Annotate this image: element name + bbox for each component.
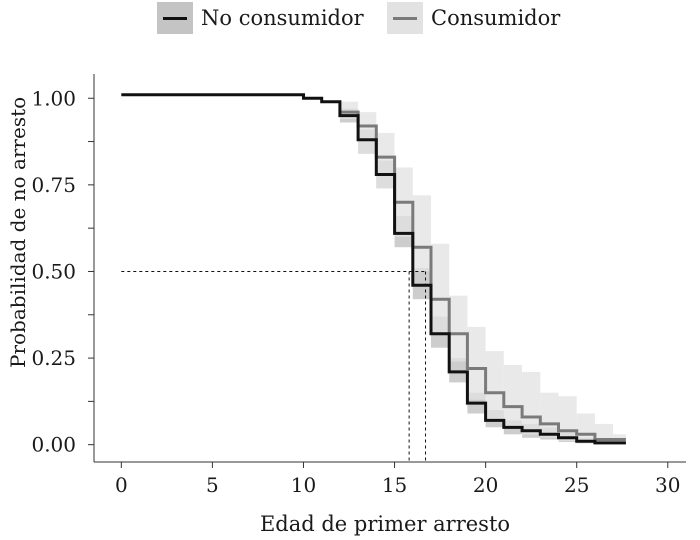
legend-label: Consumidor: [431, 6, 561, 30]
x-tick-label: 20: [473, 473, 498, 497]
x-tick-label: 5: [206, 473, 219, 497]
y-tick-label: 0.25: [31, 346, 76, 370]
ci-segment: [467, 326, 486, 400]
ci-segment: [540, 392, 559, 438]
legend-key-consumidor: [387, 2, 423, 34]
survival-curves: [121, 93, 626, 445]
ci-segment: [376, 132, 395, 189]
ci-segment: [522, 371, 541, 435]
ci-segment: [431, 243, 450, 334]
ci-segment: [485, 351, 504, 421]
axes: 0.00 0.25 0.50 0.75 1.00 0 5 10 15 20 25 30: [31, 74, 686, 497]
ci-segment: [576, 413, 595, 443]
x-axis-label: Edad de primer arresto: [259, 512, 511, 536]
ci-segment: [449, 358, 468, 383]
survival-line-no-consumidor: [121, 93, 626, 445]
legend-key-no-consumidor: [157, 2, 193, 34]
legend-label: No consumidor: [201, 6, 364, 30]
x-tick-label: 15: [382, 473, 407, 497]
y-tick-label: 0.75: [31, 173, 76, 197]
x-tick-label: 10: [291, 473, 316, 497]
x-tick-label: 25: [564, 473, 589, 497]
y-tick-label: 0.00: [31, 433, 76, 457]
median-reference-lines: [121, 270, 427, 462]
ci-segment: [412, 195, 431, 272]
ci-segment: [503, 365, 522, 428]
legend-item-consumidor: Consumidor: [387, 2, 560, 34]
confidence-band-consumidor: [339, 101, 626, 445]
y-tick-label: 1.00: [31, 86, 76, 110]
survival-line-consumidor: [339, 110, 626, 441]
y-tick-label: 0.50: [31, 259, 76, 283]
ci-segment: [449, 295, 468, 362]
ci-segment: [412, 268, 431, 300]
x-tick-label: 30: [655, 473, 680, 497]
x-tick-label: 0: [115, 473, 128, 497]
legend: No consumidor Consumidor: [0, 0, 700, 40]
ci-segment: [358, 112, 377, 154]
y-axis-label: Probabilidad de no arresto: [6, 96, 30, 368]
legend-item-no-consumidor: No consumidor: [157, 2, 364, 34]
confidence-bands: [339, 101, 626, 445]
ci-segment: [558, 396, 577, 442]
